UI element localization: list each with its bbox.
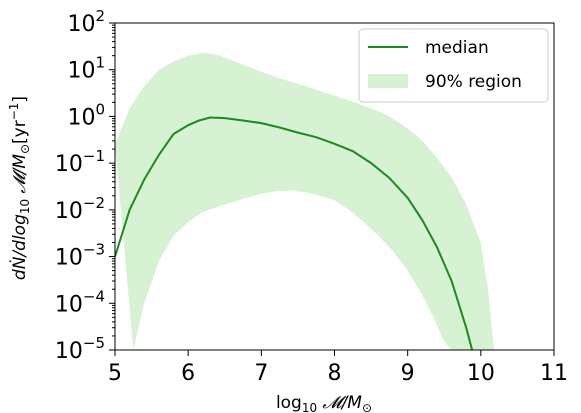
- legend-median-label: median: [425, 38, 489, 58]
- y-tick-label: 10−3: [55, 241, 105, 271]
- x-axis-label-pre: log: [276, 393, 302, 413]
- y-tick-label: 10−5: [55, 334, 105, 364]
- x-tick-label: 8: [328, 361, 342, 386]
- y-axis-label: dṄ/dlog10 𝓜/M⊙[yr−1]: [7, 96, 32, 280]
- x-axis-label-post-sub: ⊙: [362, 401, 372, 413]
- y-axis-label-c-sup: −1: [7, 103, 21, 121]
- y-tick-label: 10−1: [55, 147, 105, 177]
- y-axis-label-d: ]: [10, 96, 30, 103]
- y-axis-label-a: dṄ/dlog: [9, 214, 30, 280]
- y-tick-label: 100: [67, 100, 105, 130]
- y-tick-label: 10−2: [55, 194, 105, 224]
- y-tick-label: 10−4: [55, 287, 105, 317]
- x-axis-label-sub: 10: [302, 401, 317, 413]
- x-axis-label-post: 𝓜/M: [317, 393, 362, 413]
- x-tick-label: 5: [108, 361, 122, 386]
- x-tick-label: 7: [254, 361, 268, 386]
- x-tick-label: 9: [401, 361, 415, 386]
- line-layer: [115, 116, 474, 350]
- x-tick-label: 6: [181, 361, 195, 386]
- y-axis-label-a-sub: 10: [18, 199, 32, 214]
- x-tick-label: 11: [540, 361, 568, 386]
- y-tick-label: 102: [67, 7, 105, 37]
- y-tick-label: 101: [67, 54, 105, 84]
- band-layer: [115, 52, 494, 350]
- x-axis-label: log10 𝓜/M⊙: [276, 393, 372, 413]
- x-tick-label: 10: [467, 361, 495, 386]
- x-axis-ticks: 5 6 7 8 9 10 11: [108, 350, 568, 386]
- legend: median 90% region: [358, 28, 549, 103]
- y-axis-label-b: 𝓜/M: [10, 154, 30, 199]
- y-axis-label-b-sub: ⊙: [18, 144, 32, 154]
- legend-region-label: 90% region: [425, 72, 522, 92]
- series-90-region-band: [115, 52, 494, 350]
- y-axis-ticks: 102 101 100 10−1 10−2 10−3 10−4 10−5: [55, 7, 115, 364]
- series-median-line: [115, 116, 474, 350]
- legend-region-swatch: [368, 74, 408, 88]
- y-axis-label-c: [yr: [10, 120, 30, 144]
